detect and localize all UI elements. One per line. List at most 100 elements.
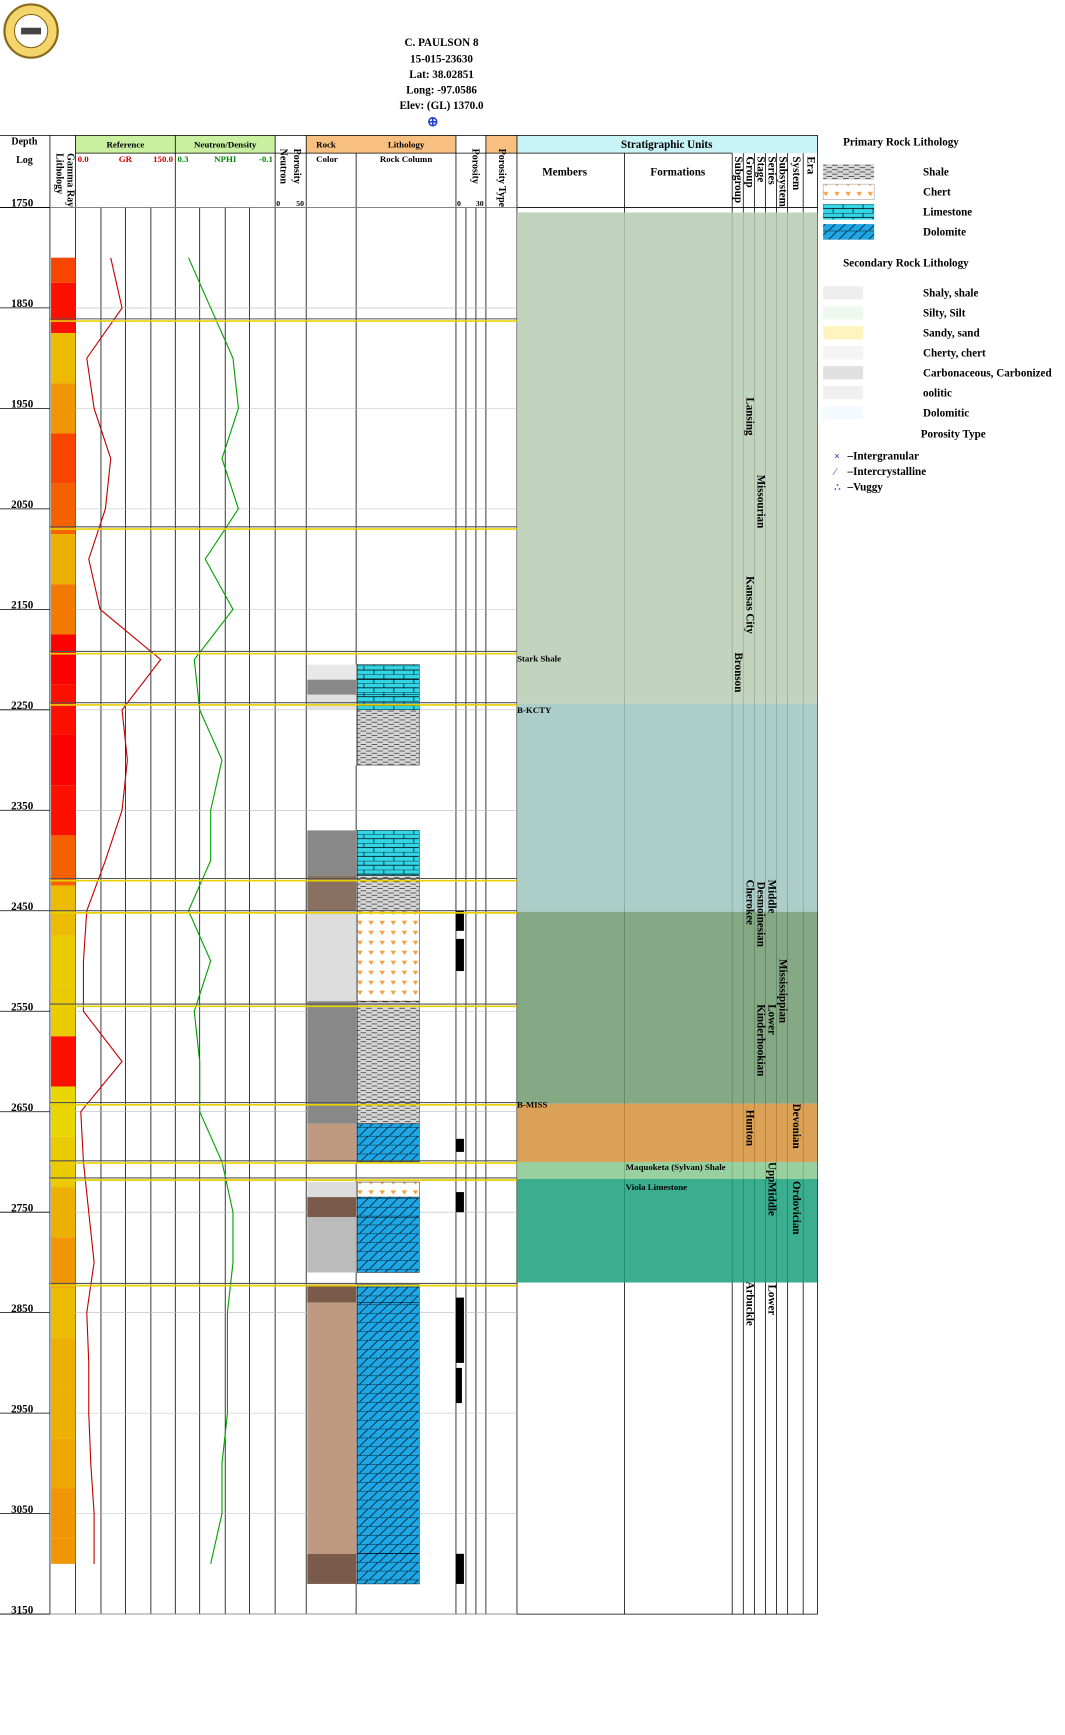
depth-label: 1850 [11,298,34,310]
rock-sub: Color [316,154,338,164]
elev: Elev: (GL) 1370.0 [400,100,484,112]
legend: × ⁄ ∴ Primary Rock Lithology Shale Chert Lime… [822,137,1052,494]
legend-entry: Dolomitic [923,407,969,419]
gamma-block [51,1337,76,1389]
rock-color [307,1217,357,1273]
legend-entry: Shale [923,167,949,179]
reference-header: Reference [107,139,145,149]
gamma-block [51,1287,76,1338]
porosity-bar [455,1553,464,1584]
gamma-block [51,584,76,635]
log-body: 1750 1850 1950 2050 2150 2250 2350 2450 2550 2650… [0,156,818,1616]
member-label: B-KCTY [517,705,552,715]
porosity-bar [455,1297,464,1363]
strat-column-header: Stage [754,156,766,182]
rock-lithology [357,1302,420,1555]
gamma-block [51,785,76,836]
legend-entry: –Intercrystalline [847,466,927,478]
rock-lithology [357,1000,420,1124]
nphi-min: 0.3 [178,154,190,164]
strat-unit: Kinderhookian [754,1004,766,1076]
rock-color [307,1123,357,1162]
rock-color [307,830,357,876]
depth-header: Log [16,155,33,166]
gr-max: 150.0 [153,154,174,164]
strat-column-header: Group [743,156,755,187]
porosity-bar [455,910,464,931]
legend-entry: Dolomite [923,227,966,239]
depth-label: 2550 [11,1001,34,1013]
strat-unit: Bronson [732,653,744,693]
rock-color [307,664,357,680]
strat-zone [516,1161,818,1180]
gamma-block [51,282,76,334]
strat-unit: Hunton [743,1110,755,1146]
strat-unit: Upp [765,1162,777,1182]
gamma-block [51,835,76,886]
depth-label: 2350 [11,801,34,813]
rock-color [307,1182,357,1198]
logo [3,3,59,59]
porosity-max: 30 [476,199,484,208]
formation-label: Viola Limestone [626,1182,688,1192]
rock-color [307,1302,357,1554]
formation-label: Maquoketa (Sylvan) Shale [626,1162,726,1172]
legend-entry: Chert [923,187,951,199]
strat-unit: Lower [765,1004,777,1035]
lithology-sub: Rock Column [380,154,432,164]
member-label: B-MISS [517,1100,548,1110]
depth-label: 2750 [11,1202,34,1214]
legend-title: Porosity Type [921,428,986,440]
rock-color [307,1001,357,1124]
icon: ⁄ [832,467,838,478]
gr-min: 0.0 [78,154,90,164]
legend-entry: Shaly, shale [923,288,978,300]
neutron-header: Neutron/Density [194,139,257,149]
depth-label: 2150 [11,600,34,612]
strat-zone [516,911,818,1104]
rock-lithology [357,664,420,680]
gamma-block [51,383,76,434]
member-label: Stark Shale [517,654,561,664]
porosity-bar [455,1138,464,1152]
nporosity-header: Porosity [291,149,302,184]
api: 15-015-23630 [410,53,473,65]
rock-color [307,709,357,766]
strat-column-header: Subgroup [732,156,744,203]
rock-lithology [357,830,420,876]
gamma-block [51,1136,76,1188]
strat-header: Stratigraphic Units [621,139,713,151]
strat-column-header: System [790,156,802,191]
legend-entry: Silty, Silt [923,307,966,319]
rock-color [307,1553,357,1584]
gamma-block [51,257,76,283]
lat: Lat: 38.02851 [409,69,474,81]
strat-unit: Cherokee [743,880,755,925]
gamma-block [51,1438,76,1489]
nporosity-min: 0 [276,199,280,208]
gamma-block [51,684,76,735]
depth-label: 2850 [11,1303,34,1315]
gamma-header: Gamma Ray [65,153,76,207]
porosity-header: Porosity [470,149,481,184]
gamma-block [51,1237,76,1288]
legend-entry: oolitic [923,387,952,399]
strat-column-header: Subsystem [777,156,789,207]
rock-lithology [357,1196,420,1218]
porosity-bar [455,938,464,972]
rock-color [307,910,357,1002]
rock-lithology [357,1553,420,1585]
depth-label: 1750 [11,198,34,210]
title-block: C. PAULSON 8 15-015-23630 Lat: 38.02851 … [400,37,484,129]
rock-lithology [357,1181,420,1198]
rock-lithology [357,1216,420,1273]
legend-entry: Limestone [923,207,972,219]
depth-label: 3150 [11,1604,34,1616]
gamma-block [51,333,76,384]
strat-unit: Kansas City [743,576,755,634]
rock-header: Rock [316,139,336,149]
gamma-block [51,1036,76,1087]
rock-lithology [357,679,420,695]
gamma-block [51,986,76,1037]
